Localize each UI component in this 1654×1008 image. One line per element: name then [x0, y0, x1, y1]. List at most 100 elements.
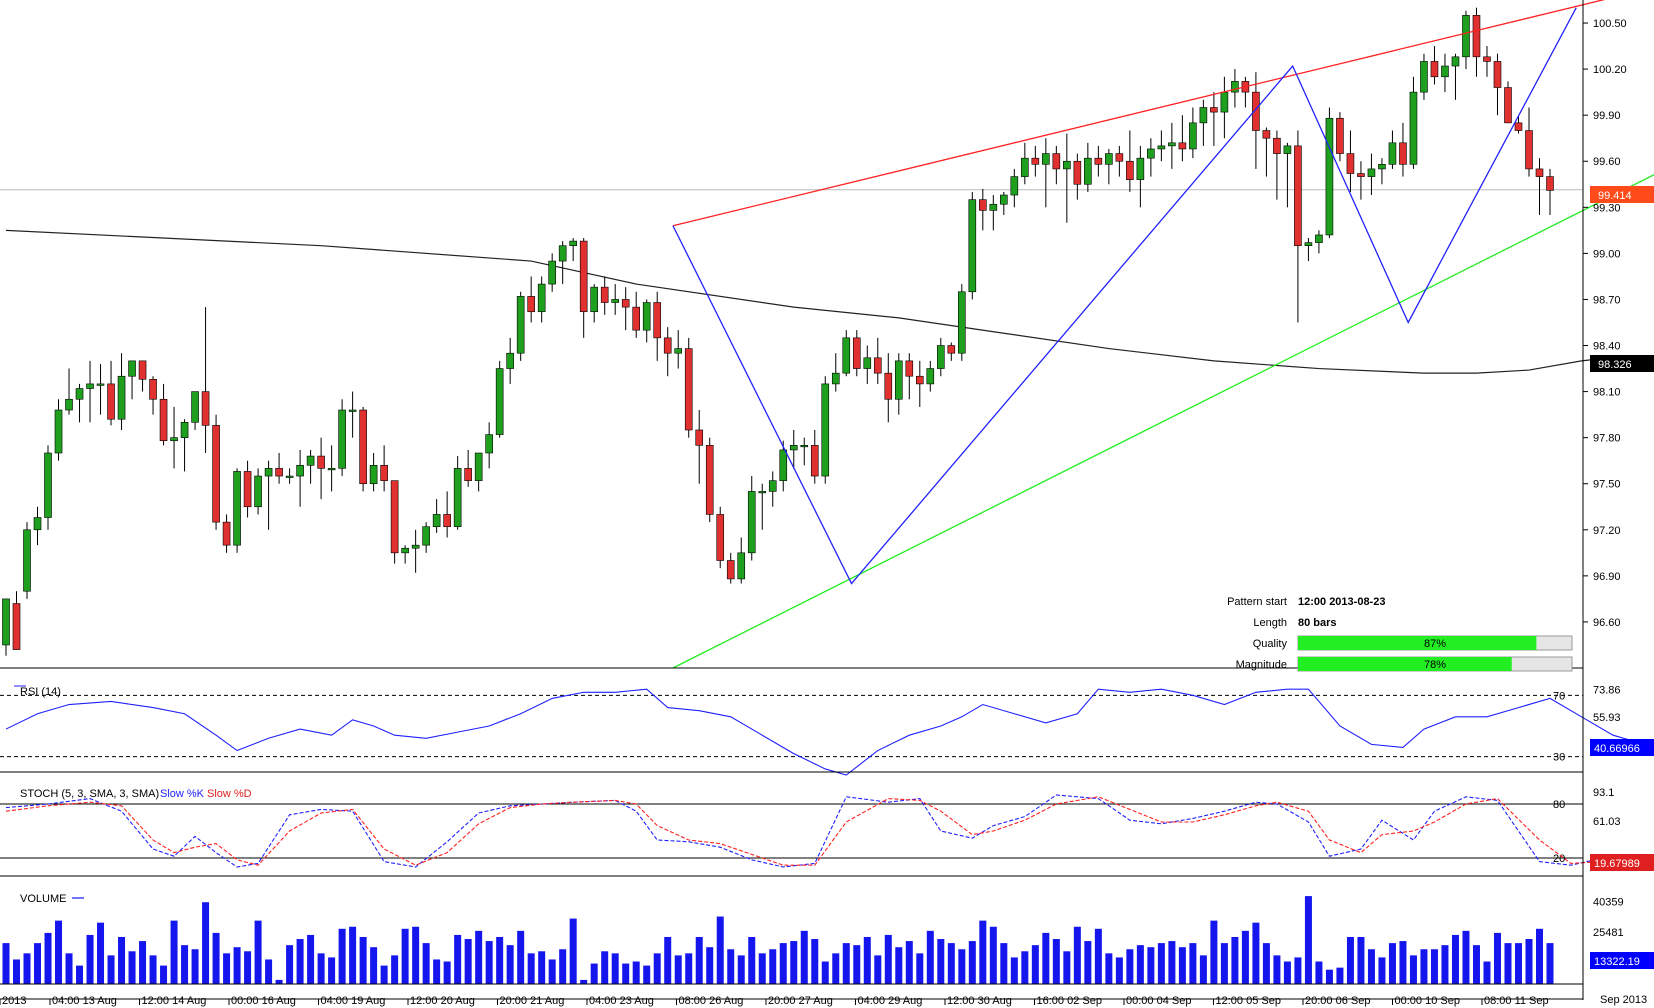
current-price-tag	[1590, 186, 1654, 203]
candle-body	[1021, 157, 1029, 177]
volume-bar	[223, 953, 231, 984]
volume-bar	[181, 945, 189, 984]
volume-bar	[1199, 955, 1207, 984]
volume-bar	[1010, 957, 1018, 984]
candle-body	[905, 360, 914, 377]
candle-body	[726, 560, 735, 580]
volume-tick-label: 25481	[1593, 927, 1624, 939]
volume-bar	[559, 949, 567, 984]
x-tick-label: 08:00 11 Sep	[1484, 995, 1549, 1007]
volume-bar	[475, 930, 483, 984]
candle-body	[443, 514, 451, 528]
volume-bar	[412, 926, 420, 984]
candle-body	[1283, 145, 1292, 154]
volume-bar	[170, 920, 178, 984]
volume-bar	[1136, 945, 1144, 984]
candle-body	[1367, 168, 1376, 177]
volume-bar	[1504, 943, 1512, 984]
candle-body	[653, 302, 662, 339]
volume-bar	[853, 945, 861, 984]
volume-bar	[527, 953, 535, 984]
stoch-panel: 80 20 93.1 61.03	[0, 787, 1635, 877]
candle-body	[1304, 242, 1313, 247]
x-tick-label: 2013	[2, 995, 26, 1007]
candle-body	[296, 464, 304, 477]
candle-body	[75, 388, 84, 400]
volume-bar	[464, 939, 472, 984]
volume-bar	[1157, 943, 1165, 984]
candle-body	[1462, 15, 1470, 58]
candle-body	[1409, 91, 1418, 165]
candle-body	[1147, 148, 1155, 159]
volume-bar	[76, 965, 84, 984]
x-tick-label: 12:00 20 Aug	[410, 995, 475, 1007]
volume-bar	[422, 943, 430, 984]
volume-bar	[118, 936, 126, 984]
volume-bar	[1147, 947, 1155, 984]
candle-body	[1336, 117, 1344, 154]
volume-bar	[275, 979, 283, 984]
sma-tag-text: 98.326	[1598, 359, 1632, 371]
volume-bar	[538, 951, 546, 984]
volume-bar	[1021, 951, 1029, 984]
volume-bar	[380, 965, 388, 984]
candle-body	[411, 544, 420, 549]
candle-body	[800, 445, 809, 448]
price-tick-label: 97.80	[1593, 433, 1621, 445]
candle-body	[1199, 107, 1208, 124]
rsi-level-label: 30	[1553, 752, 1565, 764]
candle-body	[117, 375, 126, 420]
volume-bar	[695, 936, 703, 984]
volume-bar	[202, 902, 210, 984]
candle-body	[2, 598, 10, 646]
volume-bar	[1336, 967, 1344, 984]
volume-bar	[317, 953, 325, 984]
candle-body	[768, 480, 777, 492]
candle-body	[632, 306, 641, 331]
volume-bar	[296, 939, 304, 984]
price-tick-label: 96.90	[1593, 571, 1621, 583]
quality-bar-text: 87%	[1424, 638, 1446, 650]
volume-bar	[1262, 943, 1270, 984]
volume-bar	[569, 918, 577, 984]
candle-body	[128, 360, 136, 377]
volume-bar	[1325, 969, 1333, 984]
candle-body	[233, 471, 241, 546]
price-panel: 100.50 100.20 99.90 99.60 99.30 99.00 98.70 98.…	[0, 0, 1654, 669]
volume-bar	[1525, 939, 1533, 984]
rsi-tick-label: 55.93	[1593, 712, 1621, 724]
candle-body	[107, 383, 115, 420]
candle-body	[33, 517, 42, 531]
volume-bar	[1483, 961, 1491, 984]
candle-body	[54, 409, 63, 454]
candle-body	[558, 245, 567, 262]
volume-bar	[307, 934, 315, 984]
volume-bar	[1094, 928, 1102, 984]
candle-body	[495, 368, 504, 435]
quality-bar-fill	[1298, 636, 1537, 650]
candle-body	[1546, 176, 1554, 191]
rsi-tag-text: 40.66966	[1594, 743, 1640, 755]
candle-body	[474, 452, 483, 481]
candle-body	[894, 360, 903, 400]
candle-body	[1315, 234, 1323, 243]
candle-body	[873, 357, 882, 374]
candle-body	[1504, 87, 1512, 124]
candle-body	[674, 348, 683, 354]
volume-bar	[1000, 943, 1008, 984]
volume-bar	[958, 949, 966, 984]
volume-bar	[1441, 945, 1449, 984]
candle-body	[275, 468, 283, 477]
price-tick-label: 97.50	[1593, 479, 1621, 491]
candle-body	[12, 603, 21, 650]
volume-bar	[1462, 930, 1470, 984]
price-tick-label: 99.30	[1593, 202, 1621, 214]
candle-body	[1294, 145, 1302, 247]
stoch-tick-label: 93.1	[1593, 787, 1614, 799]
volume-bar	[97, 922, 105, 984]
stoch-tag-text: 19.67989	[1594, 858, 1640, 870]
volume-bar	[23, 953, 31, 984]
x-axis-right-label: Sep 2013	[1600, 994, 1647, 1006]
candle-body	[579, 240, 588, 313]
x-tick-label: 20:00 06 Sep	[1305, 995, 1370, 1007]
